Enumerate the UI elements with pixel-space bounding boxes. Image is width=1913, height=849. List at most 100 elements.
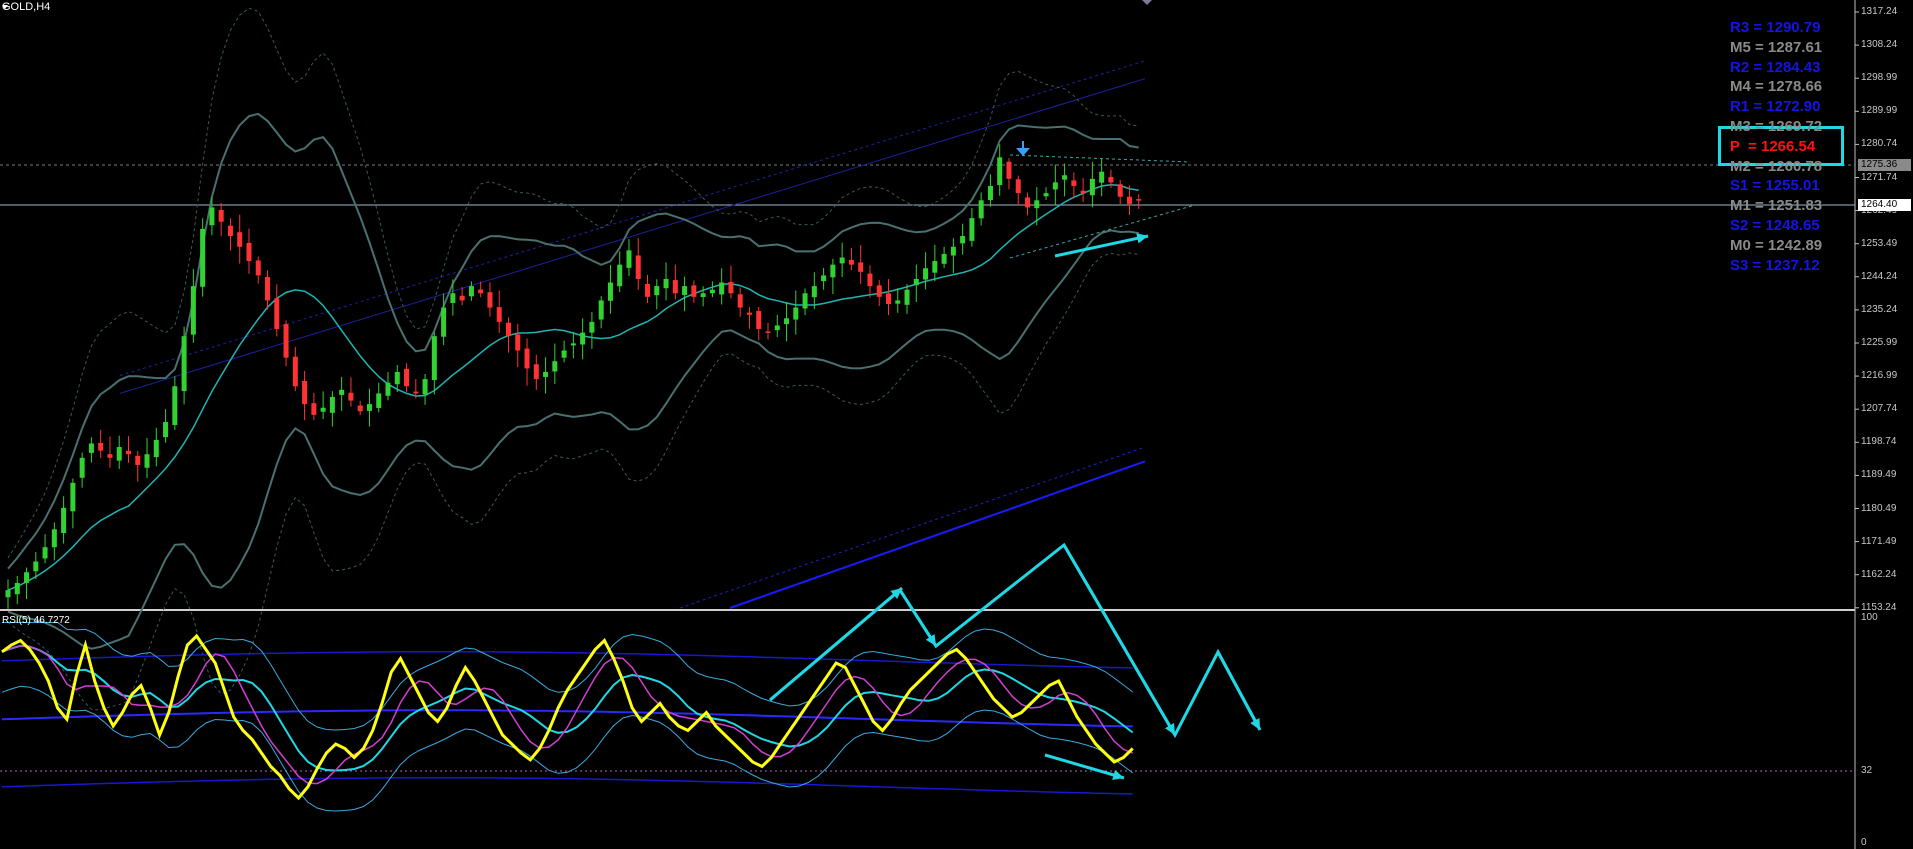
candle-body	[876, 285, 882, 297]
price-tick-label: 1225.99	[1861, 337, 1898, 348]
candle-body	[107, 454, 113, 458]
candle-layer	[5, 144, 1142, 609]
candle-body	[311, 403, 317, 415]
zigzag-pullback	[898, 589, 938, 647]
zigzag-final-leg	[1216, 651, 1262, 731]
candle-body	[654, 286, 660, 296]
candle-body	[505, 322, 511, 337]
price-tick-label: 1216.99	[1861, 370, 1898, 382]
zigzag-down-leg	[1062, 544, 1177, 736]
candle-body	[1136, 199, 1142, 201]
pivot-level-label: M5 = 1287.61	[1730, 38, 1823, 56]
candle-body	[51, 529, 57, 548]
zigzag-final-leg-head	[1250, 718, 1260, 730]
candle-body	[1025, 197, 1031, 208]
symbol-title: GOLD,H4	[2, 1, 51, 13]
candle-body	[923, 268, 929, 280]
pivot-level-label: R1 = 1272.90	[1730, 98, 1821, 116]
candle-body	[635, 255, 641, 279]
candle-body	[570, 343, 576, 346]
candle-body	[339, 389, 345, 395]
pivot-level-label: M3 = 1269.72	[1730, 117, 1823, 135]
candle-body	[88, 443, 94, 453]
candle-body	[543, 371, 549, 377]
candle-body	[1052, 182, 1058, 190]
triangle-lower-line	[1009, 204, 1196, 259]
candle-body	[515, 334, 521, 351]
rsi-divergence-arrow-head	[1112, 769, 1124, 780]
candle-body	[431, 336, 437, 381]
candle-body	[672, 280, 678, 294]
channel-lower-line	[729, 460, 1146, 609]
candle-body	[784, 318, 790, 325]
candle-body	[932, 261, 938, 273]
price-tick-label: 1180.49	[1861, 502, 1897, 514]
candle-body	[830, 264, 836, 278]
candle-body	[663, 278, 669, 289]
price-tick-label: 1271.74	[1861, 171, 1898, 183]
candle-body	[61, 507, 67, 533]
candle-body	[589, 321, 595, 333]
pivot-level-label: R2 = 1284.43	[1730, 58, 1821, 76]
pivot-level-label: M2 = 1260.78	[1730, 157, 1823, 175]
rsi-level-label: 0	[1861, 837, 1867, 848]
candle-body	[1062, 175, 1068, 180]
candle-body	[302, 380, 308, 405]
candle-body	[172, 386, 178, 425]
candle-body	[997, 157, 1003, 186]
lower-band-line	[7, 229, 1139, 650]
candle-body	[626, 250, 632, 268]
marker-price-tag: 1275.36	[1858, 159, 1911, 171]
zigzag-first-leg	[769, 586, 903, 702]
channel-layer	[119, 60, 1146, 609]
candle-body	[1034, 200, 1040, 209]
rsi-divergence-arrow	[1044, 753, 1125, 780]
candle-body	[70, 482, 76, 512]
candle-body	[422, 379, 428, 395]
candle-body	[1108, 176, 1114, 183]
price-tick-label: 1308.24	[1861, 39, 1898, 51]
price-divergence-arrow-head	[1136, 233, 1148, 244]
price-tick-label: 1244.24	[1861, 270, 1898, 282]
candle-body	[441, 307, 447, 337]
candle-body	[561, 350, 567, 358]
candle-body	[366, 404, 372, 411]
candle-body	[135, 455, 141, 465]
candle-body	[459, 295, 465, 301]
candle-body	[5, 590, 11, 598]
candle-body	[950, 246, 956, 256]
pivot-level-label: S3 = 1237.12	[1730, 256, 1820, 274]
candle-body	[1006, 161, 1012, 179]
candle-body	[885, 293, 891, 304]
outer-upper-band	[7, 7, 1139, 559]
price-tick-label: 1298.99	[1861, 72, 1898, 84]
candle-body	[1089, 178, 1095, 196]
candle-body	[848, 259, 854, 265]
candle-body	[645, 283, 651, 297]
zigzag-first-leg-head	[890, 588, 902, 599]
price-tick-label: 1253.49	[1861, 237, 1898, 249]
band-layer	[7, 7, 1139, 711]
candle-body	[904, 289, 910, 305]
candle-body	[292, 356, 298, 387]
candle-body	[895, 300, 901, 304]
price-divergence-arrow	[1054, 234, 1149, 258]
candle-body	[329, 396, 335, 413]
candle-body	[913, 278, 919, 286]
pivot-level-label: M0 = 1242.89	[1730, 236, 1823, 254]
rsi-layer	[1, 622, 1134, 812]
candle-body	[181, 336, 187, 392]
channel-upper-dashed	[119, 60, 1146, 377]
candle-body	[496, 307, 502, 322]
candle-body	[404, 368, 410, 387]
candle-body	[478, 289, 484, 294]
candle-body	[246, 242, 252, 262]
outer-lower-band	[7, 252, 1139, 711]
pivot-highlight-box	[1718, 126, 1844, 166]
candle-body	[79, 457, 85, 478]
candle-body	[98, 442, 104, 451]
current-price-tag: 1264.40	[1858, 199, 1911, 211]
price-tick-label: 1189.49	[1861, 469, 1897, 481]
